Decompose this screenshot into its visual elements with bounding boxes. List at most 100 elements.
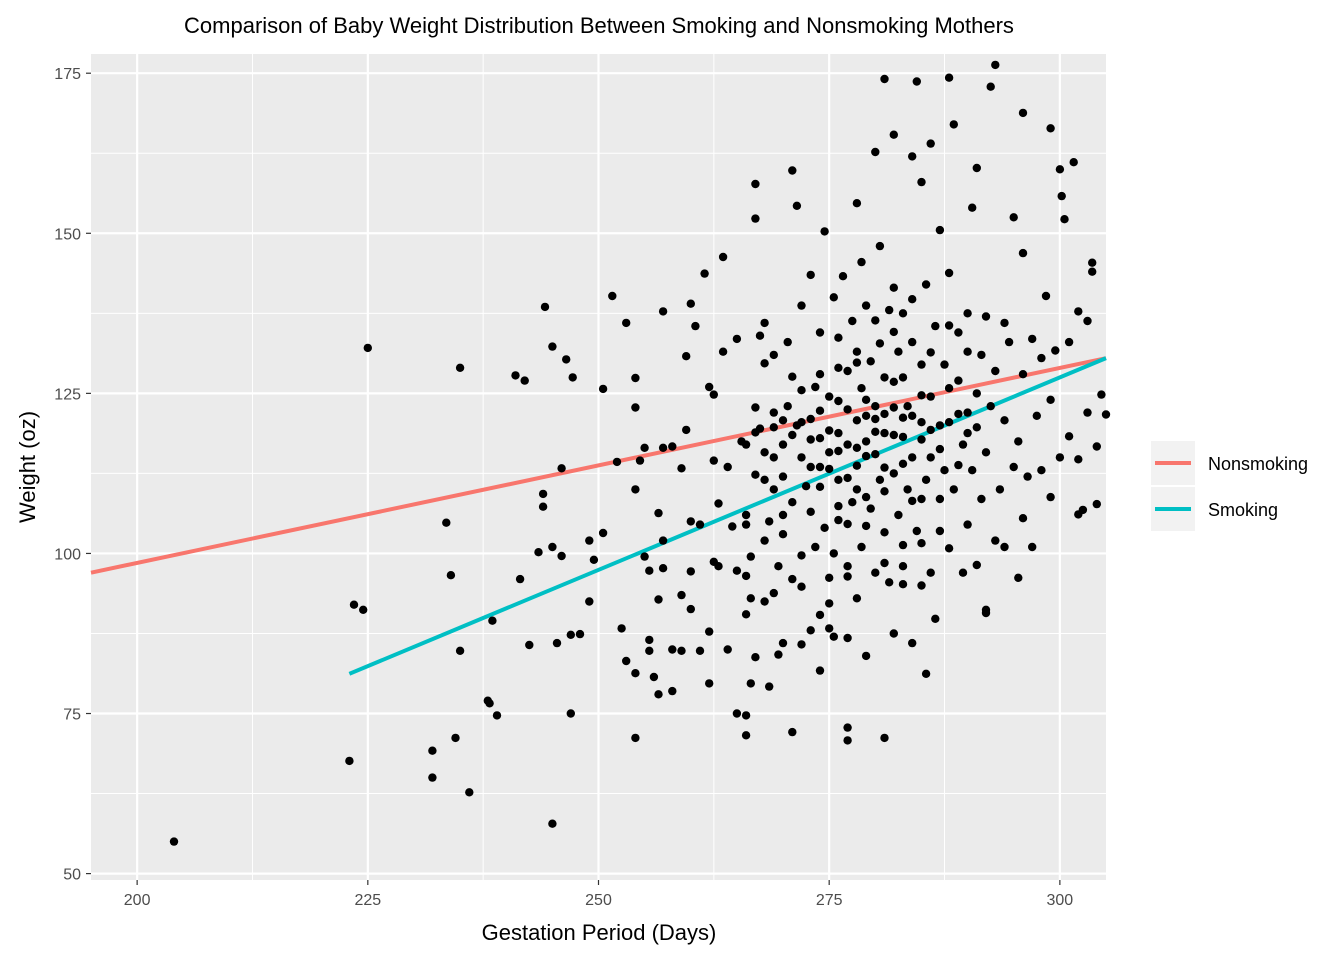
data-point — [898, 580, 908, 589]
data-point — [622, 656, 631, 666]
data-point — [871, 402, 880, 411]
data-point — [885, 578, 894, 587]
data-point — [944, 73, 954, 82]
data-point — [926, 392, 935, 401]
data-point — [746, 679, 755, 688]
data-point — [1064, 337, 1074, 347]
x-tick-label: 250 — [585, 892, 612, 909]
data-point — [658, 307, 668, 316]
data-point — [898, 373, 908, 382]
data-point — [912, 77, 921, 86]
data-point — [898, 309, 908, 318]
data-point — [1018, 248, 1028, 258]
data-point — [861, 395, 871, 404]
data-point — [751, 428, 760, 437]
data-point — [811, 542, 820, 552]
data-point — [741, 571, 751, 581]
data-point — [765, 682, 774, 691]
data-point — [1004, 337, 1014, 347]
data-point — [769, 423, 778, 432]
data-point — [1088, 258, 1097, 267]
data-point — [769, 485, 778, 494]
data-point — [705, 679, 714, 688]
data-point — [709, 456, 718, 465]
data-point — [1074, 455, 1083, 464]
data-point — [728, 522, 737, 531]
data-point — [520, 376, 529, 385]
data-point — [755, 331, 765, 340]
data-point — [986, 82, 995, 91]
data-point — [889, 430, 898, 440]
data-point — [926, 348, 935, 357]
data-point — [788, 372, 797, 381]
data-point — [815, 328, 825, 337]
data-point — [935, 421, 945, 430]
data-point — [1092, 442, 1102, 451]
data-point — [861, 492, 871, 502]
data-point — [525, 640, 534, 650]
y-tick-label: 175 — [54, 66, 81, 83]
data-point — [668, 686, 677, 696]
data-point — [815, 482, 825, 491]
data-point — [857, 257, 866, 267]
data-point — [829, 293, 838, 302]
data-point — [741, 520, 751, 529]
data-point — [848, 498, 857, 507]
data-point — [631, 403, 640, 412]
data-point — [981, 312, 991, 321]
data-point — [834, 428, 843, 438]
data-point — [843, 723, 852, 732]
data-point — [954, 460, 963, 470]
data-point — [540, 302, 550, 312]
data-point — [908, 496, 917, 506]
data-point — [903, 485, 912, 494]
data-point — [511, 371, 520, 380]
data-point — [455, 363, 465, 372]
data-point — [852, 347, 862, 356]
data-point — [686, 604, 695, 614]
data-point — [169, 837, 179, 846]
data-point — [778, 638, 788, 648]
data-point — [944, 418, 954, 427]
data-point — [1009, 462, 1018, 472]
data-point — [815, 406, 825, 415]
x-tick-label: 200 — [124, 892, 151, 909]
data-point — [677, 464, 686, 473]
data-point — [908, 453, 917, 462]
data-point — [778, 416, 788, 425]
data-point — [931, 321, 940, 331]
data-point — [852, 199, 862, 208]
data-point — [880, 74, 889, 84]
data-point — [797, 582, 806, 591]
data-point — [778, 440, 788, 449]
data-point — [1018, 514, 1028, 523]
data-point — [806, 414, 815, 424]
data-point — [686, 517, 695, 526]
data-point — [825, 599, 834, 608]
data-point — [442, 518, 451, 527]
data-point — [834, 363, 843, 372]
data-point — [617, 624, 626, 633]
data-point — [917, 177, 926, 187]
data-point — [1014, 437, 1023, 446]
data-point — [968, 466, 977, 475]
data-point — [843, 736, 852, 745]
data-point — [741, 440, 751, 449]
data-point — [926, 139, 935, 148]
data-point — [898, 413, 908, 422]
data-point — [843, 572, 852, 581]
data-point — [598, 384, 608, 394]
y-axis-title: Weight (oz) — [15, 411, 40, 523]
data-point — [774, 562, 783, 571]
data-point — [852, 416, 862, 425]
data-point — [1023, 472, 1032, 481]
data-point — [1057, 191, 1066, 201]
data-point — [940, 466, 949, 475]
data-point — [778, 472, 788, 481]
data-point — [843, 366, 852, 376]
data-point — [806, 507, 815, 516]
data-point — [898, 459, 908, 468]
x-tick-label: 300 — [1047, 892, 1074, 909]
data-point — [1069, 158, 1078, 167]
data-point — [760, 359, 769, 368]
